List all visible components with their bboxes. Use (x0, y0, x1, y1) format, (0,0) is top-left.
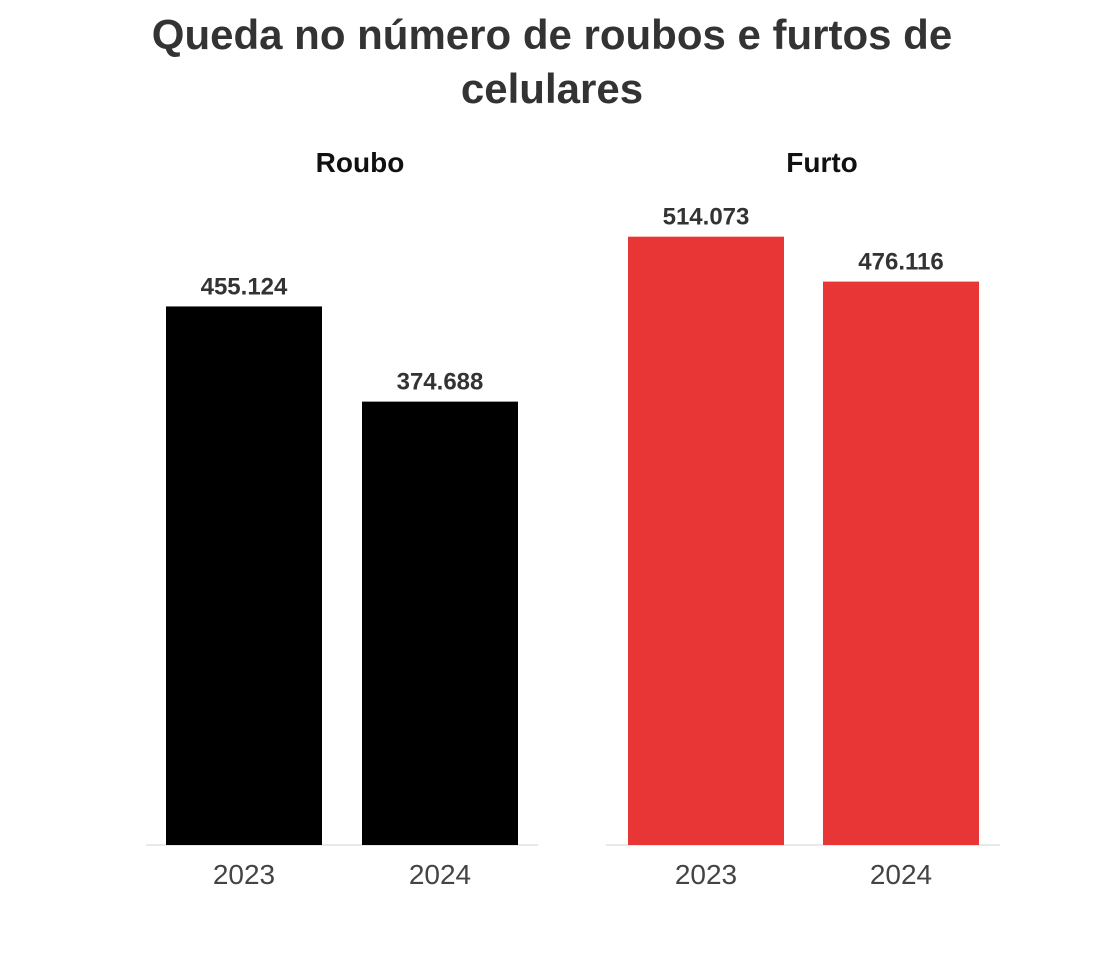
panel-furto: Furto 514.073 476.116 2023 2024 (606, 147, 1000, 890)
data-label-roubo-2024: 374.688 (397, 369, 484, 396)
data-label-furto-2024: 476.116 (858, 249, 943, 276)
bar-roubo-2023 (166, 306, 322, 845)
panel-title-furto: Furto (786, 147, 858, 178)
panel-roubo: Roubo 455.124 374.688 2023 2024 (146, 147, 538, 890)
chart-title: Queda no número de roubos e furtos de ce… (0, 8, 1104, 116)
tick-label-roubo-2023: 2023 (213, 859, 275, 890)
tick-label-furto-2024: 2024 (870, 859, 932, 890)
bar-roubo-2024 (362, 401, 518, 845)
bar-furto-2024 (823, 281, 979, 845)
bar-furto-2023 (628, 236, 784, 845)
tick-label-roubo-2024: 2024 (409, 859, 471, 890)
data-label-furto-2023: 514.073 (663, 204, 750, 231)
panel-title-roubo: Roubo (316, 147, 405, 178)
chart-title-line-2: celulares (460, 65, 644, 112)
data-label-roubo-2023: 455.124 (201, 273, 288, 300)
tick-label-furto-2023: 2023 (675, 859, 737, 890)
chart-title-line-1: Queda no número de roubos e furtos de (151, 11, 953, 58)
